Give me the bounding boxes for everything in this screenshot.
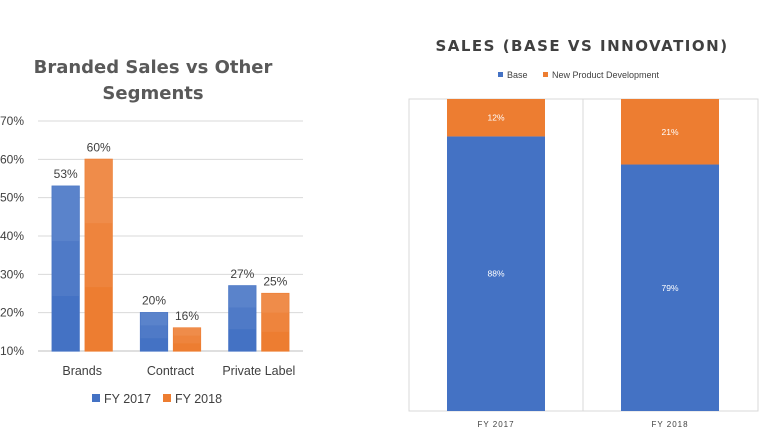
bar-fy-2017 bbox=[51, 185, 80, 352]
legend-item: New Product Development bbox=[543, 70, 660, 80]
y-tick-label: 60% bbox=[0, 152, 24, 166]
category-label: FY 2017 bbox=[477, 420, 514, 429]
legend-label: FY 2017 bbox=[104, 392, 151, 406]
legend-swatch bbox=[543, 72, 548, 77]
bar-segment-base bbox=[447, 136, 545, 411]
segment-label: 88% bbox=[487, 269, 504, 279]
bar-segment-new-product-development bbox=[447, 99, 545, 137]
bar-fy-2017 bbox=[139, 312, 169, 352]
chart1-title-line2: Segments bbox=[102, 83, 203, 104]
legend-item: Base bbox=[498, 70, 528, 80]
chart2-title: SALES (BASE VS INNOVATION) bbox=[435, 37, 728, 55]
segment-label: 21% bbox=[661, 127, 678, 137]
bar-fy-2018 bbox=[84, 158, 113, 352]
legend-item: FY 2017 bbox=[92, 392, 151, 406]
category-label: Brands bbox=[62, 364, 102, 378]
bar-fy-2017 bbox=[228, 285, 257, 352]
bar-segment-base bbox=[621, 164, 719, 411]
bar-fy-2018 bbox=[261, 292, 290, 352]
bar-segment-new-product-development bbox=[621, 99, 719, 165]
legend-label: Base bbox=[507, 70, 528, 80]
sales-base-vs-innovation-chart: SALES (BASE VS INNOVATION) Base New Produ… bbox=[408, 37, 759, 429]
y-tick-label: 50% bbox=[0, 191, 24, 205]
data-label: 16% bbox=[175, 309, 199, 323]
legend-swatch bbox=[163, 394, 171, 402]
legend-swatch bbox=[92, 394, 100, 402]
data-label: 27% bbox=[230, 267, 254, 281]
bar-fy-2018 bbox=[172, 327, 202, 352]
segment-label: 12% bbox=[487, 113, 504, 123]
y-tick-label: 30% bbox=[0, 267, 24, 281]
data-label: 20% bbox=[142, 294, 166, 308]
chart1-title-line1: Branded Sales vs Other bbox=[34, 57, 273, 78]
data-label: 53% bbox=[54, 167, 78, 181]
legend-item: FY 2018 bbox=[163, 392, 222, 406]
legend-swatch bbox=[498, 72, 503, 77]
branded-sales-chart: Branded Sales vs Other Segments 10% 20% 30… bbox=[0, 57, 303, 406]
y-tick-label: 40% bbox=[0, 229, 24, 243]
category-label: Contract bbox=[147, 364, 195, 378]
category-label: FY 2018 bbox=[651, 420, 688, 429]
y-tick-label: 70% bbox=[0, 114, 24, 128]
data-label: 60% bbox=[87, 140, 111, 154]
segment-label: 79% bbox=[661, 283, 678, 293]
y-tick-label: 20% bbox=[0, 306, 24, 320]
category-label: Private Label bbox=[222, 364, 295, 378]
data-label: 25% bbox=[263, 275, 287, 289]
legend-label: New Product Development bbox=[552, 70, 660, 80]
y-tick-label: 10% bbox=[0, 344, 24, 358]
legend-label: FY 2018 bbox=[175, 392, 222, 406]
